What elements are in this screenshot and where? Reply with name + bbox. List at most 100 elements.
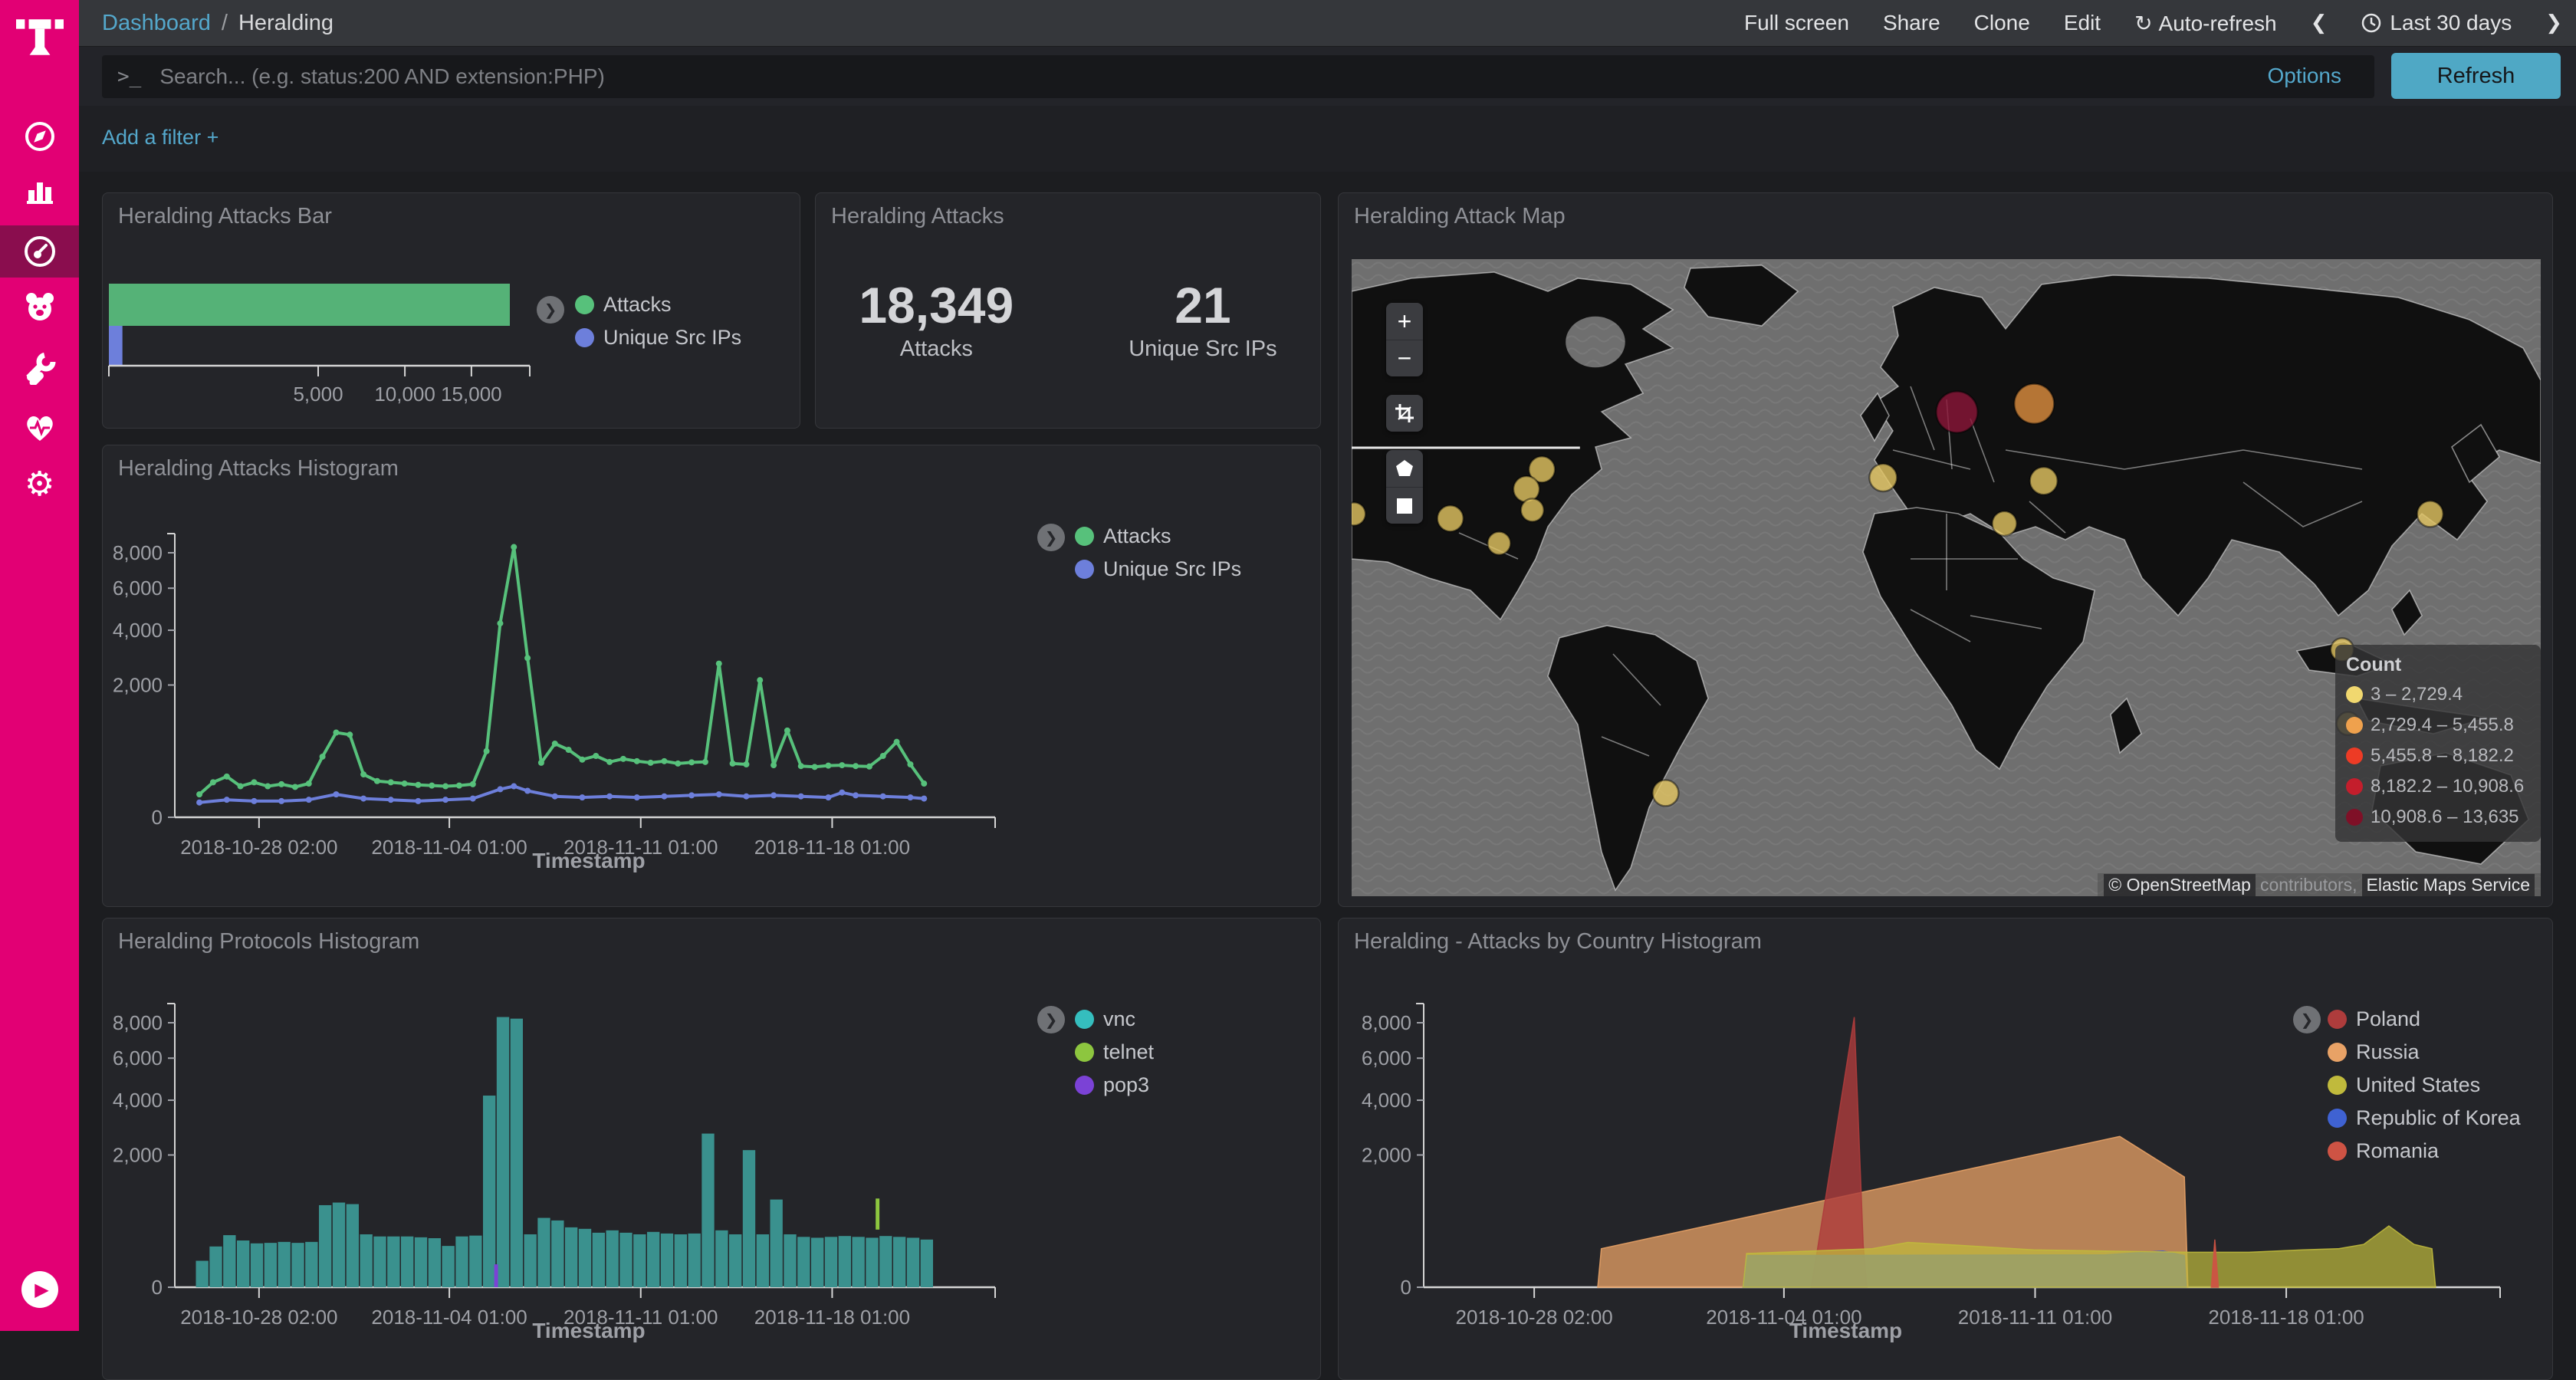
- svg-text:4,000: 4,000: [1362, 1089, 1411, 1112]
- time-range-picker[interactable]: Last 30 days: [2361, 11, 2512, 35]
- map-zoom-out-button[interactable]: −: [1386, 340, 1423, 376]
- legend-color-dot: [1075, 1043, 1094, 1062]
- elastic-maps-link[interactable]: Elastic Maps Service: [2362, 874, 2535, 896]
- sidebar-item-dev-tools[interactable]: [0, 342, 79, 394]
- legend-color-dot: [1075, 1010, 1094, 1029]
- crop-icon: [1395, 403, 1414, 423]
- attacks-histogram-chart[interactable]: 02,0004,0006,0008,0002018-10-28 02:00201…: [103, 445, 1320, 906]
- map-bubble-us-west[interactable]: [1352, 502, 1365, 525]
- legend-item-unique-src-ips[interactable]: Unique Src IPs: [575, 321, 741, 354]
- breadcrumb-separator: /: [222, 11, 228, 36]
- country-legend: Poland RussiaUnited States Republic of Kor…: [2328, 1003, 2521, 1168]
- metric-values: 18,349Attacks21Unique Src IPs: [816, 278, 1320, 362]
- legend-label: Republic of Korea: [2356, 1106, 2521, 1130]
- map-bubble-south-korea[interactable]: [2417, 501, 2443, 527]
- legend-toggle-icon[interactable]: ❯: [1037, 524, 1065, 551]
- map-draw-polygon-button[interactable]: [1386, 450, 1423, 487]
- svg-text:15,000: 15,000: [441, 383, 502, 406]
- sidebar-item-discover[interactable]: [0, 110, 79, 163]
- svg-text:10,000: 10,000: [374, 383, 435, 406]
- metric-item: 21Unique Src IPs: [1129, 278, 1276, 362]
- play-icon: ▶: [31, 1279, 48, 1300]
- legend-color-dot: [2328, 1043, 2347, 1062]
- map-bubble-france[interactable]: [1869, 464, 1897, 491]
- svg-text:0: 0: [152, 1276, 163, 1299]
- panel-protocols-histogram: Heralding Protocols Histogram 02,0004,00…: [102, 918, 1321, 1380]
- svg-text:2,000: 2,000: [1362, 1144, 1411, 1167]
- options-link[interactable]: Options: [2268, 64, 2342, 88]
- legend-color-dot: [2328, 1010, 2347, 1029]
- fullscreen-button[interactable]: Full screen: [1744, 11, 1849, 35]
- breadcrumb-dashboard[interactable]: Dashboard: [102, 11, 211, 36]
- map-draw-rectangle-button[interactable]: [1386, 487, 1423, 524]
- osm-link[interactable]: © OpenStreetMap: [2104, 874, 2256, 896]
- svg-text:4,000: 4,000: [113, 1089, 163, 1112]
- add-filter-link[interactable]: Add a filter +: [102, 126, 219, 150]
- terminal-prompt-icon: >_: [117, 65, 141, 88]
- sidebar-item-dashboard[interactable]: [0, 225, 79, 278]
- legend-toggle-icon[interactable]: ❯: [537, 296, 564, 324]
- legend-toggle-icon[interactable]: ❯: [2293, 1006, 2321, 1033]
- map-legend-range: 2,729.4 – 5,455.8: [2371, 715, 2514, 736]
- map-fit-bounds-button[interactable]: [1386, 395, 1423, 432]
- legend-item-vnc[interactable]: vnc: [1075, 1003, 1154, 1036]
- legend-item-unique-src-ips[interactable]: Unique Src IPs: [1075, 553, 1241, 586]
- legend-item-poland[interactable]: Poland: [2328, 1003, 2521, 1036]
- metric-value: 21: [1129, 278, 1276, 334]
- legend-item-republic-of-korea[interactable]: Republic of Korea: [2328, 1102, 2521, 1135]
- legend-item-romania[interactable]: Romania: [2328, 1135, 2521, 1168]
- legend-color-dot: [1075, 527, 1094, 546]
- world-map[interactable]: + −: [1352, 259, 2541, 896]
- edit-button[interactable]: Edit: [2064, 11, 2101, 35]
- time-forward-arrow[interactable]: ❯: [2545, 12, 2562, 34]
- map-attribution: © OpenStreetMap contributors, Elastic Ma…: [2098, 873, 2541, 896]
- map-zoom-in-button[interactable]: +: [1386, 303, 1423, 340]
- map-bubble-poland[interactable]: [1936, 391, 1977, 432]
- protocols-histogram-chart[interactable]: 02,0004,0006,0008,0002018-10-28 02:00201…: [103, 918, 1320, 1379]
- map-bubble-us-south[interactable]: [1487, 532, 1510, 555]
- map-bubble-ukraine-south[interactable]: [1992, 511, 2016, 536]
- map-bubble-brazil[interactable]: [1652, 780, 1678, 806]
- svg-text:8,000: 8,000: [1362, 1011, 1411, 1034]
- legend-label: telnet: [1103, 1040, 1154, 1064]
- auto-refresh-button[interactable]: ↻Auto-refresh: [2134, 11, 2277, 36]
- telekom-logo[interactable]: [16, 14, 64, 61]
- legend-label: Poland: [2356, 1007, 2420, 1031]
- sidebar-item-management[interactable]: ⚙: [0, 458, 79, 511]
- protocols-legend: vnc telnet pop3: [1075, 1003, 1154, 1102]
- panel-attacks-histogram: Heralding Attacks Histogram 02,0004,0006…: [102, 445, 1321, 907]
- search-input[interactable]: >_ Search... (e.g. status:200 AND extens…: [102, 55, 2374, 98]
- legend-color-dot: [2346, 717, 2363, 734]
- legend-item-attacks[interactable]: Attacks: [1075, 520, 1241, 553]
- legend-label: Unique Src IPs: [603, 326, 741, 350]
- sidebar-expand-button[interactable]: ▶: [21, 1271, 58, 1308]
- query-bar: >_ Search... (e.g. status:200 AND extens…: [79, 46, 2576, 107]
- map-controls: + −: [1386, 303, 1423, 542]
- legend-label: Attacks: [1103, 524, 1171, 548]
- map-legend-row: 8,182.2 – 10,908.6: [2346, 771, 2530, 802]
- sidebar-item-bear[interactable]: [0, 281, 79, 334]
- map-bubble-ukraine-east[interactable]: [2030, 467, 2058, 495]
- legend-item-pop3[interactable]: pop3: [1075, 1069, 1154, 1102]
- compass-icon: [24, 120, 56, 153]
- legend-label: Attacks: [603, 293, 672, 317]
- svg-text:0: 0: [152, 806, 163, 829]
- legend-item-telnet[interactable]: telnet: [1075, 1036, 1154, 1069]
- legend-toggle-icon[interactable]: ❯: [1037, 1006, 1065, 1033]
- map-bubble-us-central[interactable]: [1438, 505, 1464, 531]
- share-button[interactable]: Share: [1883, 11, 1940, 35]
- legend-item-russia[interactable]: Russia: [2328, 1036, 2521, 1069]
- map-bubble-us-mid-atlantic[interactable]: [1521, 498, 1544, 521]
- svg-text:6,000: 6,000: [1362, 1046, 1411, 1070]
- svg-text:5,000: 5,000: [293, 383, 343, 406]
- time-back-arrow[interactable]: ❮: [2311, 12, 2328, 34]
- refresh-button[interactable]: Refresh: [2391, 53, 2561, 99]
- clone-button[interactable]: Clone: [1974, 11, 2030, 35]
- map-legend-range: 8,182.2 – 10,908.6: [2371, 776, 2524, 797]
- legend-item-attacks[interactable]: Attacks: [575, 288, 741, 321]
- sidebar-item-visualize[interactable]: [0, 165, 79, 217]
- legend-item-united-states[interactable]: United States: [2328, 1069, 2521, 1102]
- map-bubble-russia[interactable]: [2014, 384, 2054, 424]
- attacks-histogram-legend: Attacks Unique Src IPs: [1075, 520, 1241, 586]
- sidebar-item-monitoring[interactable]: [0, 402, 79, 455]
